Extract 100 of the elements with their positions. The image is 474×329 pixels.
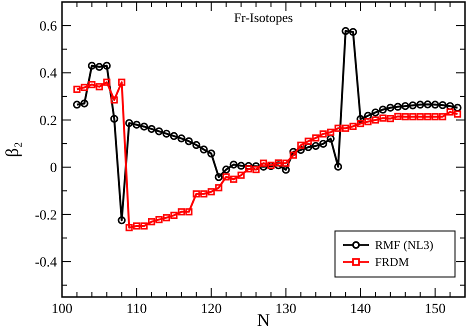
point: [424, 100, 432, 108]
point: [185, 208, 192, 216]
point: [140, 222, 148, 230]
point: [200, 190, 208, 198]
point: [394, 112, 402, 120]
point: [378, 106, 387, 114]
point: [170, 212, 178, 219]
point: [319, 140, 328, 148]
point: [282, 166, 290, 174]
point: [320, 130, 327, 138]
point: [73, 86, 81, 93]
point: [207, 150, 216, 158]
point: [296, 146, 305, 154]
point: [446, 108, 454, 116]
point: [110, 96, 118, 104]
point: [297, 142, 304, 149]
point: [222, 173, 230, 180]
point: [379, 114, 387, 122]
point: [237, 162, 246, 170]
point: [148, 124, 156, 133]
y-tick-label: 0: [50, 161, 57, 176]
point: [439, 113, 446, 120]
point: [409, 113, 416, 120]
point: [118, 78, 126, 86]
point: [386, 104, 394, 112]
point: [424, 113, 432, 120]
point: [178, 208, 186, 216]
y-axis-title: β₂: [2, 142, 22, 158]
x-axis-title: N: [257, 310, 270, 329]
point: [192, 141, 200, 150]
point: [170, 132, 178, 140]
point: [356, 120, 364, 128]
point: [401, 102, 410, 110]
point: [110, 114, 118, 123]
point: [334, 124, 342, 132]
point: [290, 152, 297, 159]
point: [438, 101, 447, 110]
y-tick-label: -0.4: [34, 256, 57, 270]
point: [230, 176, 238, 183]
text: Fr-Isotopes: [234, 10, 293, 25]
point: [282, 160, 290, 167]
point: [222, 166, 230, 174]
point: [334, 162, 342, 171]
point: [454, 110, 462, 118]
point: [162, 130, 170, 138]
point: [252, 166, 260, 174]
point: [431, 100, 440, 109]
point: [364, 112, 372, 120]
point: [215, 184, 222, 192]
point: [446, 102, 454, 110]
x-tick-label: 120: [200, 302, 222, 317]
point: [132, 120, 141, 129]
point: [349, 122, 357, 130]
point: [125, 119, 134, 128]
y-tick-label: -0.2: [34, 208, 57, 224]
point: [80, 84, 88, 92]
point: [177, 134, 186, 142]
point: [126, 224, 133, 232]
point: [103, 78, 110, 86]
point: [289, 148, 298, 156]
point: [184, 137, 193, 146]
point: [349, 28, 358, 36]
y-tick-label: 0.4: [40, 66, 57, 82]
point: [432, 113, 439, 120]
legend-label: FRDM: [375, 255, 410, 270]
point: [416, 113, 424, 120]
point: [118, 216, 126, 224]
point: [274, 159, 282, 167]
x-tick-label: 130: [275, 302, 296, 317]
point: [208, 188, 215, 196]
point: [342, 124, 350, 132]
point: [304, 138, 312, 145]
point: [80, 99, 88, 108]
legend-label: RMF (NL3): [375, 238, 434, 252]
point: [312, 142, 320, 150]
point: [364, 118, 372, 126]
point: [88, 62, 96, 70]
point: [394, 102, 402, 111]
point: [88, 81, 96, 88]
point: [214, 173, 223, 182]
point: [102, 62, 111, 70]
point: [326, 134, 335, 143]
x-tick-label: 150: [424, 302, 446, 317]
point: [408, 101, 417, 110]
point: [238, 172, 245, 179]
x-tick-label: 140: [350, 302, 372, 317]
point: [372, 116, 380, 124]
point: [244, 165, 252, 172]
point: [260, 160, 268, 167]
point: [95, 62, 104, 71]
point: [402, 113, 409, 120]
point: [148, 218, 156, 226]
point: [356, 115, 365, 124]
point: [162, 214, 170, 222]
point: [133, 222, 140, 230]
x-tick-label: 110: [126, 302, 147, 317]
x-tick-label: 100: [52, 302, 72, 317]
y-tick-label: 0.2: [40, 114, 57, 129]
point: [312, 134, 320, 142]
point: [230, 160, 238, 169]
